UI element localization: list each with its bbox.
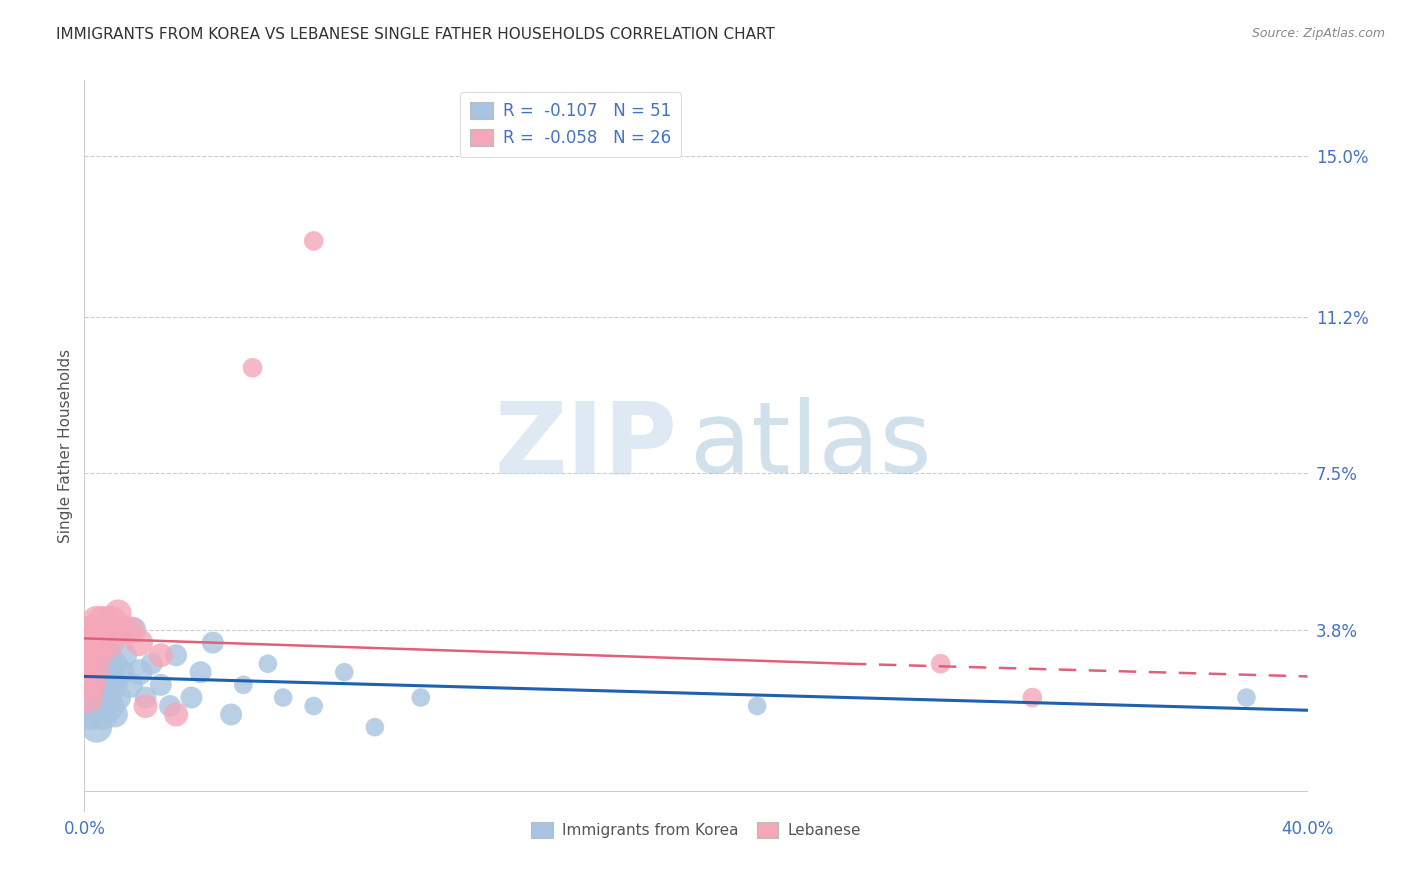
Point	[97, 699, 120, 714]
Point	[219, 707, 242, 722]
Point	[149, 678, 172, 692]
Point	[107, 690, 129, 705]
Point	[91, 615, 114, 629]
Point	[76, 657, 98, 671]
Point	[79, 635, 101, 649]
Point	[76, 690, 98, 705]
Point	[128, 665, 150, 680]
Point	[97, 635, 120, 649]
Text: atlas: atlas	[690, 398, 932, 494]
Point	[83, 623, 105, 637]
Point	[110, 623, 132, 637]
Point	[79, 657, 101, 671]
Point	[89, 635, 111, 649]
Point	[79, 678, 101, 692]
Point	[110, 665, 132, 680]
Point	[83, 665, 105, 680]
Point	[242, 360, 264, 375]
Point	[141, 657, 163, 671]
Point	[409, 690, 432, 705]
Point	[83, 678, 105, 692]
Point	[91, 657, 114, 671]
Point	[257, 657, 280, 671]
Point	[104, 707, 127, 722]
Point	[159, 699, 181, 714]
Point	[94, 690, 117, 705]
Point	[1236, 690, 1258, 705]
Y-axis label: Single Father Households: Single Father Households	[58, 349, 73, 543]
Point	[190, 665, 212, 680]
Point	[112, 648, 135, 663]
Point	[271, 690, 294, 705]
Point	[76, 648, 98, 663]
Point	[128, 635, 150, 649]
Point	[89, 635, 111, 649]
Point	[104, 657, 127, 671]
Point	[1021, 690, 1043, 705]
Point	[79, 707, 101, 722]
Point	[120, 623, 142, 637]
Point	[86, 690, 108, 705]
Point	[302, 234, 325, 248]
Point	[101, 615, 124, 629]
Point	[232, 678, 254, 692]
Point	[89, 699, 111, 714]
Point	[76, 690, 98, 705]
Point	[79, 635, 101, 649]
Point	[86, 720, 108, 734]
Point	[89, 623, 111, 637]
Point	[302, 699, 325, 714]
Text: Source: ZipAtlas.com: Source: ZipAtlas.com	[1251, 27, 1385, 40]
Point	[201, 635, 224, 649]
Point	[929, 657, 952, 671]
Point	[165, 648, 187, 663]
Point	[135, 690, 157, 705]
Point	[165, 707, 187, 722]
Point	[107, 606, 129, 620]
Point	[94, 623, 117, 637]
Point	[76, 665, 98, 680]
Point	[83, 644, 105, 658]
Text: ZIP: ZIP	[495, 398, 678, 494]
Legend: Immigrants from Korea, Lebanese: Immigrants from Korea, Lebanese	[524, 816, 868, 845]
Point	[86, 615, 108, 629]
Point	[91, 707, 114, 722]
Point	[149, 648, 172, 663]
Point	[94, 678, 117, 692]
Text: IMMIGRANTS FROM KOREA VS LEBANESE SINGLE FATHER HOUSEHOLDS CORRELATION CHART: IMMIGRANTS FROM KOREA VS LEBANESE SINGLE…	[56, 27, 775, 42]
Point	[86, 657, 108, 671]
Point	[333, 665, 356, 680]
Point	[120, 678, 142, 692]
Point	[364, 720, 387, 734]
Point	[180, 690, 202, 705]
Point	[79, 678, 101, 692]
Point	[104, 623, 127, 637]
Point	[747, 699, 769, 714]
Point	[101, 678, 124, 692]
Point	[135, 699, 157, 714]
Point	[94, 648, 117, 663]
Point	[89, 665, 111, 680]
Point	[86, 648, 108, 663]
Point	[97, 665, 120, 680]
Point	[122, 623, 145, 637]
Point	[83, 665, 105, 680]
Point	[83, 699, 105, 714]
